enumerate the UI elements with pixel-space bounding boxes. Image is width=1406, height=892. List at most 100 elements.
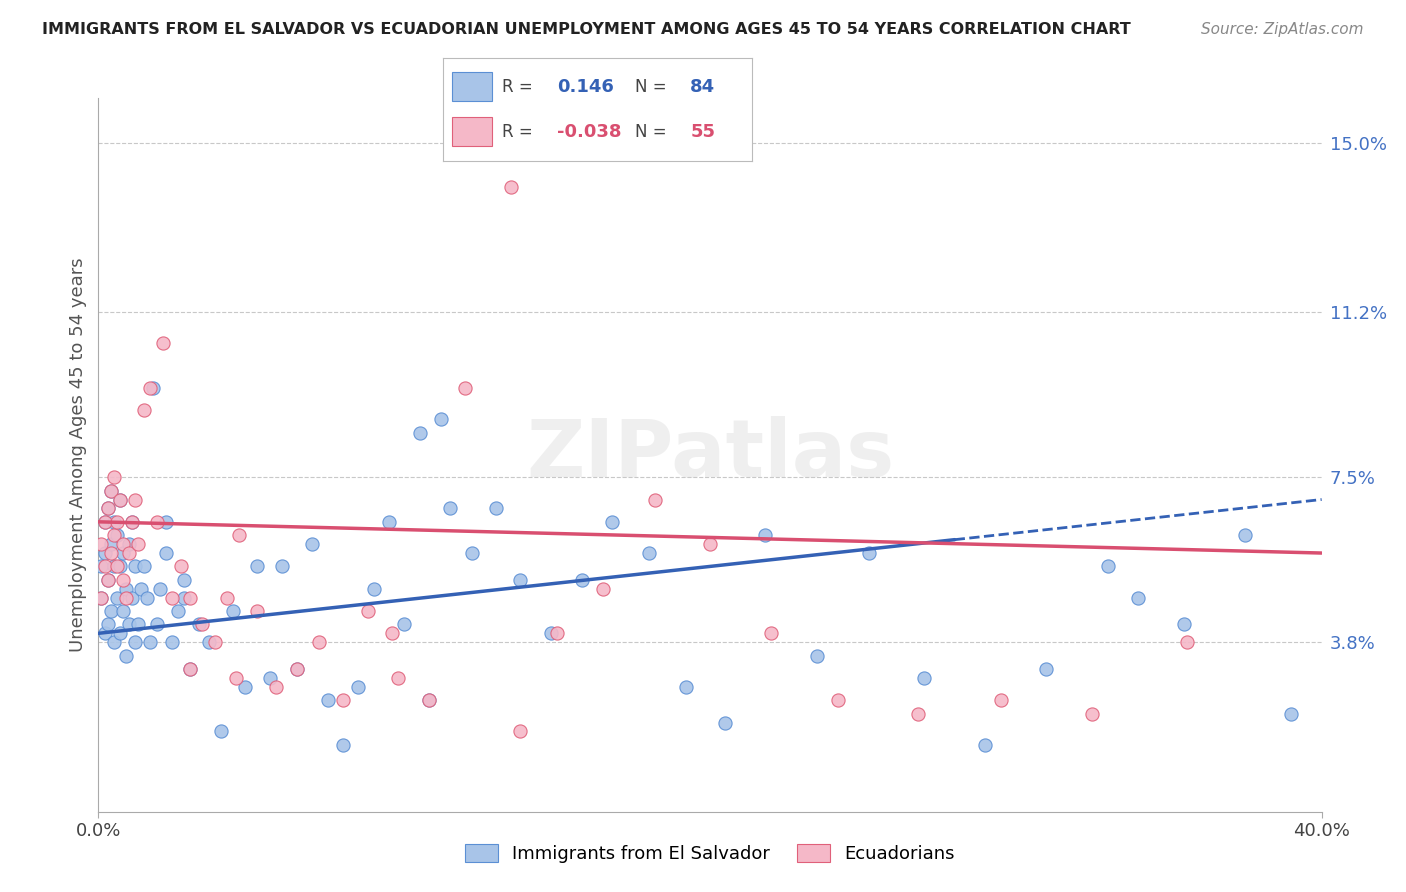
Point bbox=[222, 604, 245, 618]
Text: R =: R = bbox=[502, 78, 533, 95]
Point bbox=[454, 381, 477, 395]
Point bbox=[974, 738, 997, 752]
Point bbox=[233, 680, 256, 694]
Point bbox=[356, 604, 378, 618]
Point bbox=[907, 706, 929, 721]
Point bbox=[118, 537, 141, 551]
Point bbox=[121, 591, 143, 605]
Point bbox=[179, 662, 201, 676]
Point bbox=[100, 483, 122, 498]
Point bbox=[170, 559, 193, 574]
Text: 0.146: 0.146 bbox=[557, 78, 614, 95]
Point bbox=[111, 537, 134, 551]
Point bbox=[285, 662, 308, 676]
Point bbox=[97, 501, 120, 516]
Point bbox=[301, 537, 323, 551]
Point bbox=[1175, 635, 1198, 649]
Point bbox=[1128, 591, 1150, 605]
Text: Source: ZipAtlas.com: Source: ZipAtlas.com bbox=[1201, 22, 1364, 37]
Point bbox=[1279, 706, 1302, 721]
Point bbox=[136, 591, 159, 605]
Point bbox=[332, 693, 354, 707]
Point bbox=[103, 528, 125, 542]
Point bbox=[155, 546, 177, 560]
Point bbox=[179, 662, 201, 676]
Text: IMMIGRANTS FROM EL SALVADOR VS ECUADORIAN UNEMPLOYMENT AMONG AGES 45 TO 54 YEARS: IMMIGRANTS FROM EL SALVADOR VS ECUADORIA… bbox=[42, 22, 1130, 37]
Point bbox=[118, 546, 141, 560]
Point bbox=[121, 515, 143, 529]
Point bbox=[134, 559, 156, 574]
Point bbox=[124, 635, 146, 649]
Point bbox=[600, 515, 623, 529]
Point bbox=[100, 546, 122, 560]
Point bbox=[118, 617, 141, 632]
Point bbox=[759, 626, 782, 640]
Point bbox=[571, 573, 593, 587]
Point bbox=[115, 582, 138, 596]
Point bbox=[152, 336, 174, 351]
Point bbox=[149, 582, 172, 596]
Point bbox=[93, 559, 115, 574]
Point bbox=[93, 546, 115, 560]
Point bbox=[509, 724, 531, 739]
Point bbox=[209, 724, 232, 739]
Text: N =: N = bbox=[634, 78, 666, 95]
Bar bbox=[453, 118, 492, 146]
Point bbox=[90, 591, 112, 605]
Point bbox=[108, 559, 131, 574]
Point bbox=[460, 546, 482, 560]
Point bbox=[105, 559, 128, 574]
Point bbox=[93, 515, 115, 529]
Point bbox=[430, 412, 453, 426]
Point bbox=[259, 671, 281, 685]
Point bbox=[97, 617, 120, 632]
Point bbox=[285, 662, 308, 676]
Point bbox=[392, 617, 416, 632]
Point bbox=[540, 626, 562, 640]
Point bbox=[115, 648, 138, 663]
Point bbox=[714, 715, 737, 730]
Point bbox=[675, 680, 697, 694]
Point bbox=[90, 591, 112, 605]
Point bbox=[228, 528, 250, 542]
Point bbox=[103, 470, 125, 484]
Point bbox=[246, 559, 269, 574]
Point bbox=[127, 537, 149, 551]
Point bbox=[121, 515, 143, 529]
Y-axis label: Unemployment Among Ages 45 to 54 years: Unemployment Among Ages 45 to 54 years bbox=[69, 258, 87, 652]
Point bbox=[204, 635, 226, 649]
Point bbox=[111, 573, 134, 587]
Point bbox=[387, 671, 409, 685]
Point bbox=[100, 604, 122, 618]
Point bbox=[115, 591, 138, 605]
Point bbox=[408, 425, 430, 440]
Point bbox=[103, 559, 125, 574]
Point bbox=[142, 381, 165, 395]
Point bbox=[592, 582, 614, 596]
Point bbox=[754, 528, 776, 542]
Point bbox=[1035, 662, 1057, 676]
Point bbox=[108, 626, 131, 640]
Point bbox=[637, 546, 661, 560]
Point bbox=[316, 693, 339, 707]
Point bbox=[167, 604, 190, 618]
Point bbox=[225, 671, 247, 685]
Point bbox=[103, 515, 125, 529]
Point bbox=[418, 693, 440, 707]
Point bbox=[100, 483, 122, 498]
Text: 55: 55 bbox=[690, 123, 716, 141]
Point bbox=[97, 501, 120, 516]
Point bbox=[108, 492, 131, 507]
Point bbox=[270, 559, 292, 574]
Point bbox=[246, 604, 269, 618]
Point bbox=[806, 648, 828, 663]
Point bbox=[990, 693, 1012, 707]
Point bbox=[97, 573, 120, 587]
Point bbox=[145, 617, 167, 632]
Point bbox=[160, 591, 183, 605]
Point bbox=[105, 515, 128, 529]
Point bbox=[155, 515, 177, 529]
Point bbox=[105, 591, 128, 605]
Point bbox=[418, 693, 440, 707]
Point bbox=[173, 573, 195, 587]
